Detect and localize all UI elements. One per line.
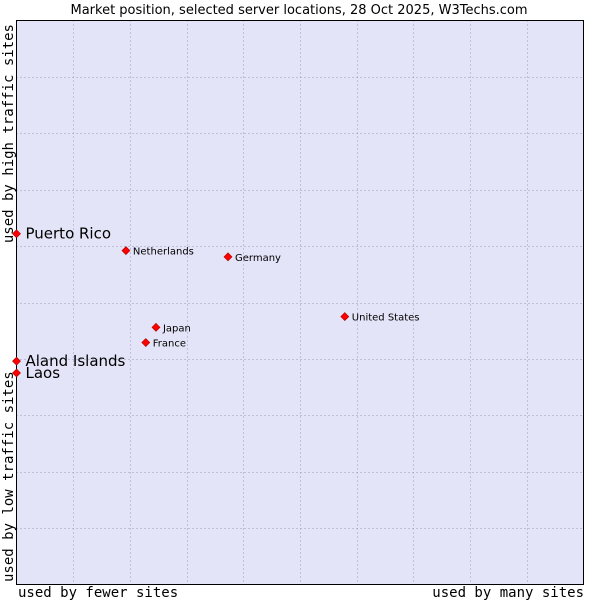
data-point-france[interactable]: France	[141, 338, 186, 350]
point-marker-france[interactable]	[141, 338, 151, 347]
plot-frame	[16, 20, 584, 585]
x-axis-label-left: used by fewer sites	[18, 585, 178, 600]
point-label-france: France	[153, 339, 186, 350]
point-marker-aland-islands[interactable]	[12, 356, 21, 366]
data-point-united-states[interactable]: United States	[340, 312, 420, 324]
point-marker-laos[interactable]	[12, 368, 21, 378]
y-axis-label-top: used by high traffic sites	[1, 24, 17, 243]
point-marker-germany[interactable]	[223, 252, 233, 262]
point-label-germany: Germany	[235, 253, 281, 264]
plot-area	[16, 20, 584, 585]
x-axis-label-right: used by many sites	[432, 585, 584, 600]
point-label-puerto-rico: Puerto Rico	[26, 225, 112, 243]
point-marker-puerto-rico[interactable]	[12, 229, 21, 239]
data-point-germany[interactable]: Germany	[223, 252, 281, 264]
data-point-laos[interactable]: Laos	[12, 364, 61, 382]
grid-lines	[16, 20, 584, 585]
point-label-united-states: United States	[352, 313, 420, 324]
chart-title: Market position, selected server locatio…	[70, 3, 527, 18]
data-point-japan[interactable]: Japan	[151, 322, 191, 334]
point-marker-netherlands[interactable]	[121, 246, 131, 256]
data-point-netherlands[interactable]: Netherlands	[121, 246, 194, 258]
data-point-puerto-rico[interactable]: Puerto Rico	[12, 225, 112, 243]
point-label-aland-islands: Aland Islands	[26, 352, 126, 370]
point-marker-japan[interactable]	[151, 322, 161, 332]
point-label-japan: Japan	[162, 323, 191, 334]
data-point-aland-islands[interactable]: Aland Islands	[12, 352, 126, 370]
point-marker-united-states[interactable]	[340, 312, 350, 322]
data-points: Puerto Rico Netherlands Germany United Stat…	[12, 225, 420, 382]
y-axis-label-bottom: used by low traffic sites	[1, 371, 17, 582]
point-label-laos: Laos	[26, 364, 61, 382]
point-label-netherlands: Netherlands	[133, 247, 194, 258]
